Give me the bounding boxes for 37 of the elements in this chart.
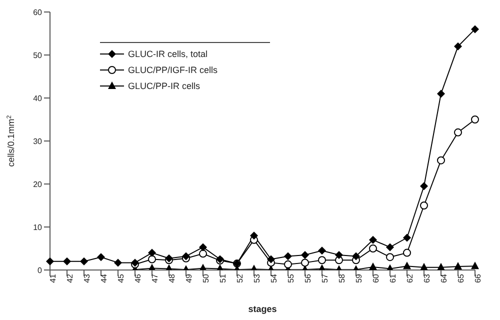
x-tick-label: 62 (406, 273, 415, 283)
legend-label: GLUC/PP/IGF-IR cells (128, 65, 218, 75)
x-tick-label: 44 (100, 273, 109, 283)
x-tick-label: 41 (48, 273, 58, 283)
x-tick-label: 59 (354, 273, 364, 283)
y-tick-label: 40 (33, 94, 43, 103)
x-tick-label: 66 (474, 273, 483, 283)
x-tick-label: 65 (456, 273, 466, 283)
y-tick-label: 10 (33, 222, 43, 232)
x-tick-label: 51 (218, 273, 228, 283)
x-tick-label: 57 (320, 273, 330, 283)
y-tick-label: 50 (33, 50, 43, 60)
x-tick-label: 55 (286, 273, 296, 283)
x-tick-label: 45 (116, 273, 126, 283)
x-tick-label: 42 (66, 273, 75, 283)
x-tick-label: 53 (252, 273, 262, 283)
x-tick-label: 43 (82, 273, 92, 283)
x-tick-label: 56 (304, 273, 313, 283)
x-tick-label: 50 (202, 273, 211, 283)
x-tick-label: 58 (338, 273, 347, 283)
x-tick-label: 48 (168, 273, 177, 283)
y-tick-label: 60 (33, 8, 43, 17)
x-tick-label: 47 (150, 273, 160, 283)
x-tick-label: 63 (422, 273, 432, 283)
y-tick-label: 30 (33, 136, 43, 146)
x-tick-label: 60 (372, 273, 381, 283)
x-tick-label: 54 (270, 273, 279, 283)
x-axis-title: stages (248, 304, 277, 314)
y-tick-label: 20 (33, 180, 43, 189)
legend-label: GLUC-IR cells, total (128, 49, 208, 59)
x-tick-label: 46 (134, 273, 143, 283)
x-tick-label: 52 (236, 273, 245, 283)
x-tick-label: 64 (440, 273, 449, 283)
x-tick-label: 49 (184, 273, 194, 283)
legend-label: GLUC/PP-IR cells (128, 81, 200, 91)
y-tick-label: 0 (38, 266, 43, 275)
x-tick-label: 61 (388, 273, 398, 283)
